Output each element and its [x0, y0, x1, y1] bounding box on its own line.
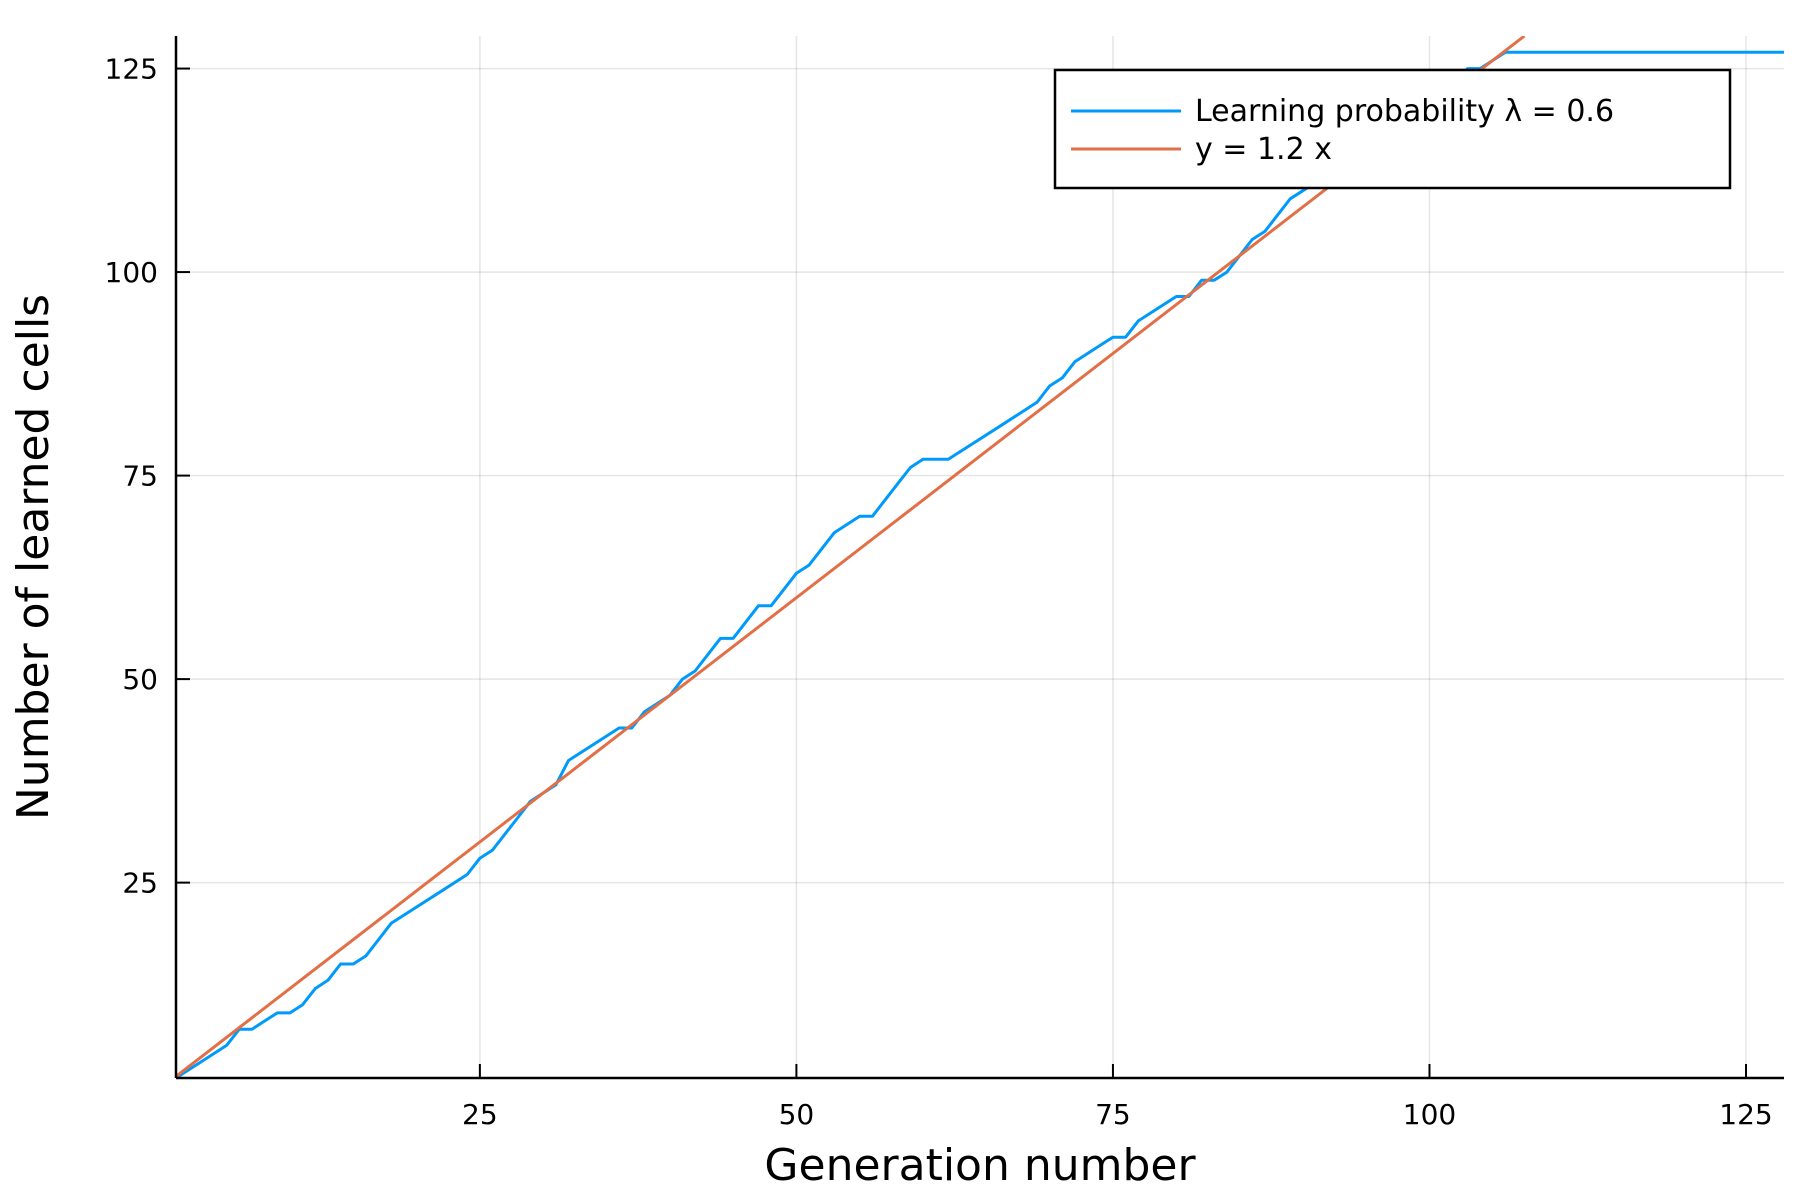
x-tick-label-25: 25 — [462, 1098, 498, 1131]
legend: Learning probability λ = 0.6 y = 1.2 x — [1053, 68, 1732, 190]
x-tick-label-50: 50 — [779, 1098, 815, 1131]
legend-entry-learning-probability: Learning probability λ = 0.6 — [1195, 94, 1614, 129]
legend-box — [1053, 68, 1732, 190]
y-tick-label-50: 50 — [122, 663, 158, 696]
series-lines — [176, 36, 1784, 1078]
x-tick-label-75: 75 — [1095, 1098, 1131, 1131]
y-tick-label-125: 125 — [105, 53, 158, 86]
y-tick-label-75: 75 — [122, 460, 158, 493]
y-tick-label-100: 100 — [105, 256, 158, 289]
tick-labels: 25 50 75 100 125 25 50 75 100 125 — [105, 53, 1773, 1131]
x-axis-label: Generation number — [764, 1140, 1196, 1191]
x-tick-label-100: 100 — [1403, 1098, 1456, 1131]
y-axis-label: Number of learned cells — [8, 294, 59, 820]
legend-entry-linear-fit: y = 1.2 x — [1195, 132, 1332, 167]
x-tick-label-125: 125 — [1719, 1098, 1772, 1131]
y-tick-label-25: 25 — [122, 867, 158, 900]
axes — [174, 36, 1784, 1080]
series-line-1 — [176, 36, 1526, 1078]
grid-lines — [176, 36, 1784, 1078]
series-line-0 — [176, 50, 1784, 1078]
